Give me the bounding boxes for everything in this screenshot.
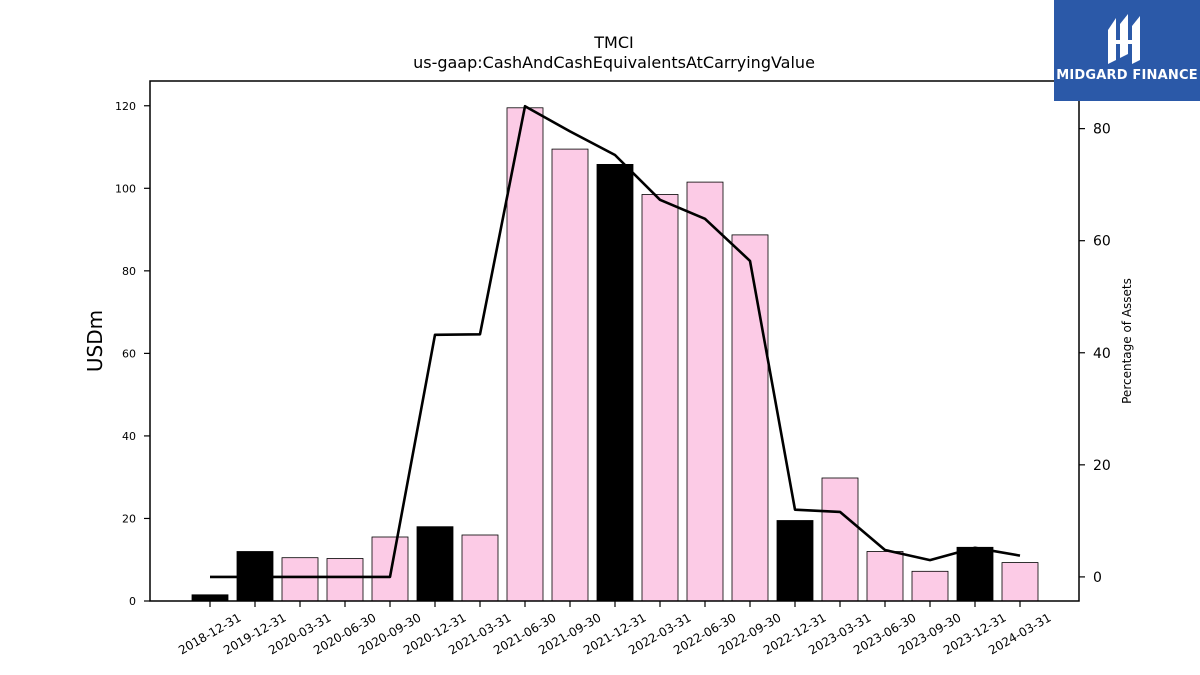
bar-2021-03-31 [461, 534, 499, 602]
y-tick-label-120: 120 [115, 100, 136, 113]
bar-2023-12-31 [956, 546, 994, 602]
bar-2020-09-30 [371, 536, 409, 602]
bar-2021-09-30 [551, 148, 589, 602]
bar-2022-03-31 [641, 194, 679, 602]
y-tick-label-40: 40 [122, 430, 136, 443]
y2-tick-label-60: 60 [1093, 234, 1111, 250]
y2-tick-label-20: 20 [1093, 458, 1111, 474]
bar-2021-06-30 [506, 107, 544, 602]
bar-2020-06-30 [326, 558, 364, 602]
y2-tick-label-80: 80 [1093, 122, 1111, 138]
y-tick-label-100: 100 [115, 182, 136, 195]
plot-frame [149, 80, 1080, 602]
y-tick-label-80: 80 [122, 265, 136, 278]
bar-2022-09-30 [731, 234, 769, 602]
bar-2021-12-31 [596, 163, 634, 602]
bar-2024-03-31 [1001, 562, 1039, 602]
y2-tick-label-0: 0 [1093, 570, 1102, 586]
y2-tick-label-40: 40 [1093, 346, 1111, 362]
y2-axis-label: Percentage of Assets [1120, 278, 1134, 404]
y-tick-label-0: 0 [129, 595, 136, 608]
bar-2023-09-30 [911, 570, 949, 602]
bar-2023-06-30 [866, 551, 904, 602]
bar-2022-06-30 [686, 181, 724, 602]
bar-2020-12-31 [416, 526, 454, 602]
percentage-line [210, 104, 1021, 579]
y-tick-label-60: 60 [122, 347, 136, 360]
y-axis-label: USDm [83, 310, 107, 372]
chart-subtitle: us-gaap:CashAndCashEquivalentsAtCarrying… [413, 53, 815, 72]
bar-2018-12-31 [191, 594, 229, 602]
bar-2020-03-31 [281, 557, 319, 602]
bar-2023-03-31 [821, 477, 859, 602]
brand-name: MIDGARD FINANCE [1056, 68, 1198, 83]
midgard-logo-icon [1108, 14, 1140, 64]
brand-logo: MIDGARD FINANCE [1054, 0, 1200, 101]
chart-title: TMCI [593, 33, 633, 52]
y-tick-label-20: 20 [122, 512, 136, 525]
bar-2022-12-31 [776, 520, 814, 602]
